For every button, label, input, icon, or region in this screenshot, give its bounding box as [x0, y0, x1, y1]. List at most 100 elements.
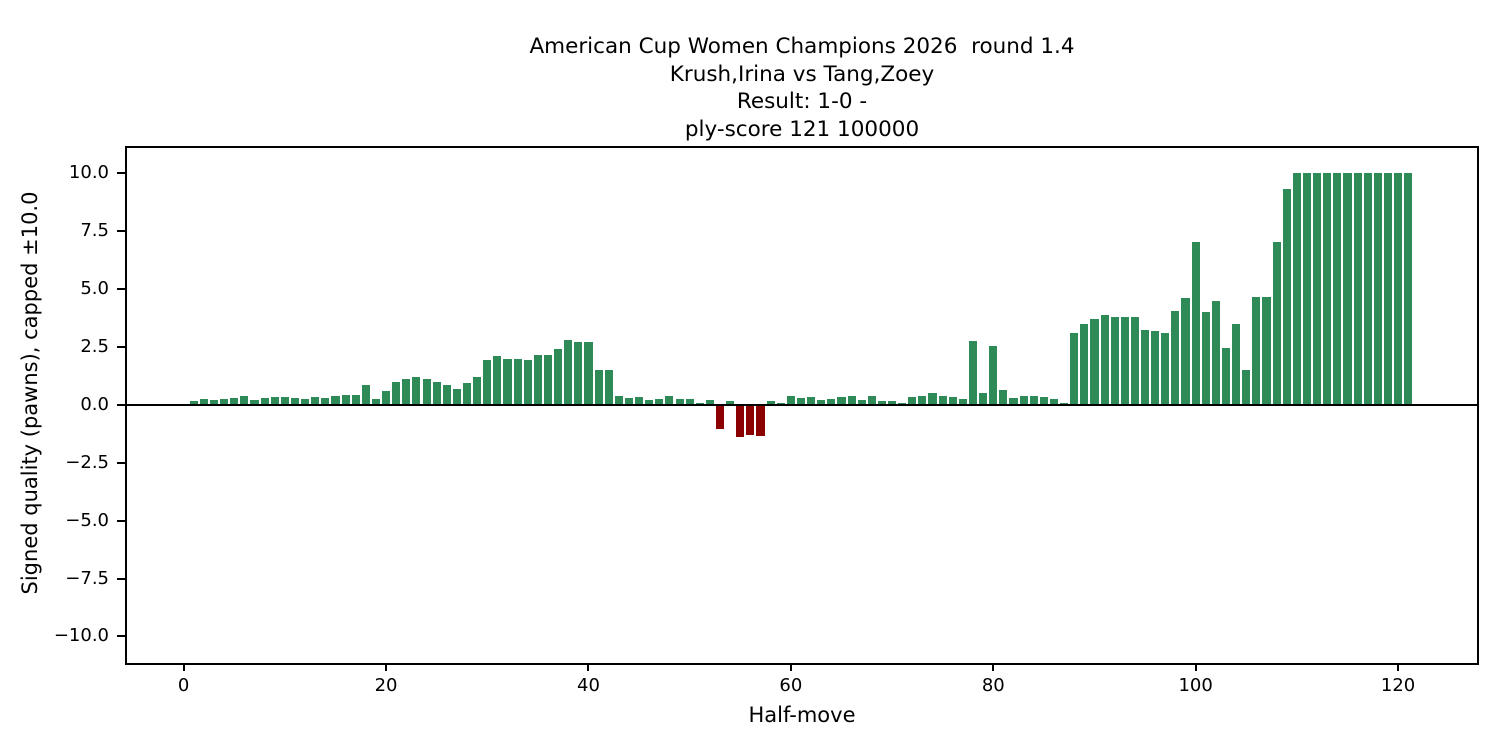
y-tick-label: 5.0 [80, 278, 109, 300]
x-axis-label: Half-move [748, 703, 856, 727]
bar-halfmove-5 [230, 397, 239, 405]
y-tick-label: −2.5 [65, 451, 109, 473]
bar-halfmove-40 [584, 342, 593, 405]
bar-halfmove-1 [189, 401, 198, 405]
bar-halfmove-50 [685, 399, 694, 405]
bar-halfmove-39 [574, 342, 583, 405]
bar-halfmove-73 [918, 396, 927, 405]
y-tick-mark [117, 346, 125, 349]
bar-halfmove-102 [1211, 300, 1220, 405]
bar-halfmove-72 [908, 396, 917, 405]
bar-halfmove-32 [503, 358, 512, 405]
y-tick-label: −5.0 [65, 509, 109, 531]
bar-halfmove-46 [645, 400, 654, 405]
y-tick-label: 10.0 [68, 162, 109, 184]
bar-halfmove-110 [1292, 173, 1301, 405]
bar-halfmove-99 [1181, 298, 1190, 405]
x-tick-label: 0 [177, 675, 190, 696]
x-tick-mark [1397, 663, 1400, 671]
bar-halfmove-21 [392, 381, 401, 405]
bar-halfmove-90 [1090, 319, 1099, 405]
bar-halfmove-91 [1100, 314, 1109, 405]
bar-halfmove-79 [979, 393, 988, 405]
y-tick-label: −7.5 [65, 567, 109, 589]
bar-halfmove-84 [1029, 395, 1038, 405]
bar-halfmove-70 [888, 400, 897, 405]
bar-halfmove-63 [817, 400, 826, 405]
bar-halfmove-105 [1242, 370, 1251, 405]
x-tick-mark [789, 663, 792, 671]
title-line-1: American Cup Women Champions 2026 round … [529, 34, 1075, 59]
bar-halfmove-38 [564, 340, 573, 405]
bar-halfmove-53 [715, 405, 725, 430]
bar-halfmove-77 [958, 399, 967, 405]
y-tick-mark [117, 403, 125, 406]
bar-halfmove-60 [786, 395, 795, 405]
bar-halfmove-76 [948, 396, 957, 405]
bar-halfmove-118 [1373, 173, 1382, 405]
bar-halfmove-107 [1262, 297, 1271, 405]
axes-frame [125, 146, 1479, 665]
bar-halfmove-36 [543, 355, 553, 405]
bar-halfmove-116 [1353, 173, 1362, 405]
bar-halfmove-115 [1343, 173, 1352, 405]
bar-halfmove-52 [705, 400, 714, 405]
bar-halfmove-112 [1313, 173, 1322, 405]
bar-halfmove-15 [331, 395, 340, 405]
x-tick-mark [385, 663, 388, 671]
zero-baseline [127, 403, 1477, 406]
bar-halfmove-89 [1080, 323, 1089, 405]
x-tick-label: 120 [1380, 675, 1416, 696]
bar-halfmove-55 [736, 405, 745, 438]
bar-halfmove-35 [533, 355, 542, 405]
title-line-4: ply-score 121 100000 [684, 116, 920, 142]
bar-halfmove-4 [220, 399, 229, 405]
bar-halfmove-69 [877, 401, 886, 405]
bar-halfmove-44 [624, 397, 633, 405]
bar-halfmove-34 [523, 359, 532, 405]
bar-halfmove-14 [321, 397, 330, 405]
bar-halfmove-56 [746, 405, 755, 435]
bar-halfmove-82 [1009, 397, 1018, 405]
bar-halfmove-37 [554, 349, 563, 405]
x-tick-label: 40 [577, 675, 600, 696]
bar-halfmove-58 [766, 401, 775, 405]
bar-halfmove-25 [432, 381, 441, 405]
bar-halfmove-30 [483, 359, 492, 405]
y-tick-label: 0.0 [80, 393, 109, 415]
bar-halfmove-9 [270, 396, 279, 405]
bar-halfmove-97 [1161, 333, 1170, 405]
bar-halfmove-17 [351, 394, 360, 405]
bar-halfmove-86 [1049, 399, 1059, 405]
title-line-2: Krush,Irina vs Tang,Zoey [669, 61, 935, 87]
bar-halfmove-92 [1110, 316, 1119, 405]
bar-halfmove-27 [452, 388, 461, 405]
bar-halfmove-6 [240, 395, 249, 405]
bar-halfmove-43 [614, 395, 623, 405]
bar-halfmove-54 [726, 401, 735, 405]
bar-halfmove-42 [604, 370, 613, 405]
bar-halfmove-33 [513, 358, 522, 405]
bar-halfmove-100 [1191, 241, 1200, 405]
bar-halfmove-62 [807, 396, 816, 405]
x-tick-mark [182, 663, 185, 671]
bar-halfmove-41 [594, 370, 603, 405]
bar-halfmove-74 [928, 393, 937, 405]
bar-halfmove-106 [1252, 297, 1261, 405]
y-tick-mark [117, 230, 125, 233]
bar-halfmove-20 [382, 391, 391, 405]
bar-halfmove-24 [422, 379, 431, 405]
y-tick-label: −10.0 [53, 625, 109, 647]
bar-halfmove-104 [1232, 323, 1241, 405]
bar-halfmove-101 [1201, 312, 1210, 405]
bar-halfmove-103 [1221, 348, 1231, 405]
bar-halfmove-2 [199, 399, 208, 405]
bar-halfmove-75 [938, 395, 947, 405]
bar-halfmove-23 [412, 377, 421, 405]
bar-halfmove-57 [756, 405, 765, 436]
x-tick-label: 100 [1178, 675, 1213, 696]
bar-halfmove-113 [1323, 173, 1332, 405]
x-tick-label: 60 [779, 675, 803, 696]
bar-halfmove-22 [402, 379, 411, 405]
